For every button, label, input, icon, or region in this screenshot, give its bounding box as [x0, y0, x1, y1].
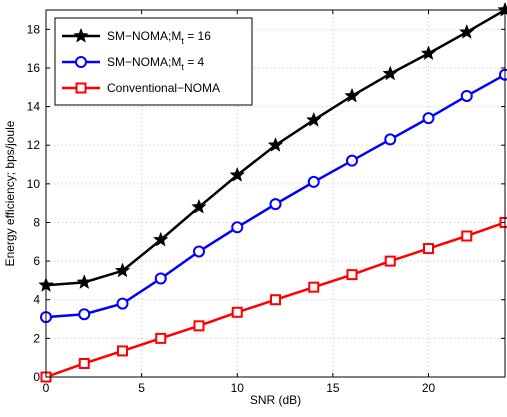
y-tick-label: 4: [33, 293, 40, 307]
data-point: [424, 244, 433, 253]
data-point: [462, 91, 472, 101]
x-tick-label: 10: [231, 381, 245, 395]
y-tick-label: 12: [27, 138, 41, 152]
y-tick-label: 10: [27, 177, 41, 191]
data-point: [309, 283, 318, 292]
series-3: [42, 218, 507, 382]
data-point: [118, 346, 127, 355]
data-point: [232, 222, 242, 232]
legend-marker: [77, 84, 86, 93]
legend-label: Conventional−NOMA: [107, 81, 220, 95]
y-tick-label: 2: [33, 331, 40, 345]
legend-marker: [76, 57, 86, 67]
y-tick-label: 8: [33, 215, 40, 229]
x-axis-label: SNR (dB): [250, 393, 301, 407]
data-point: [385, 134, 395, 144]
data-point: [80, 359, 89, 368]
data-point: [500, 70, 507, 80]
data-point: [195, 321, 204, 330]
data-point: [156, 334, 165, 343]
data-point: [156, 273, 166, 283]
y-axis-label: Energy efficiency; bps/joule: [3, 120, 17, 266]
data-point: [386, 257, 395, 266]
data-point: [233, 308, 242, 317]
data-point: [348, 270, 357, 279]
legend-item-3: Conventional−NOMA: [62, 81, 220, 95]
y-tick-label: 14: [27, 100, 41, 114]
data-point: [424, 113, 434, 123]
data-point: [79, 309, 89, 319]
data-point: [77, 275, 91, 289]
data-point: [118, 299, 128, 309]
data-point: [271, 295, 280, 304]
data-point: [271, 199, 281, 209]
y-tick-label: 6: [33, 254, 40, 268]
y-tick-label: 18: [27, 22, 41, 36]
data-point: [462, 231, 471, 240]
y-tick-label: 0: [33, 370, 40, 384]
data-point: [309, 177, 319, 187]
series-line: [46, 75, 505, 317]
x-tick-label: 20: [422, 381, 436, 395]
data-point: [347, 156, 357, 166]
x-tick-label: 15: [326, 381, 340, 395]
x-tick-label: 0: [43, 381, 50, 395]
x-tick-label: 5: [138, 381, 145, 395]
series-2: [41, 70, 507, 322]
data-point: [194, 246, 204, 256]
y-tick-label: 16: [27, 61, 41, 75]
